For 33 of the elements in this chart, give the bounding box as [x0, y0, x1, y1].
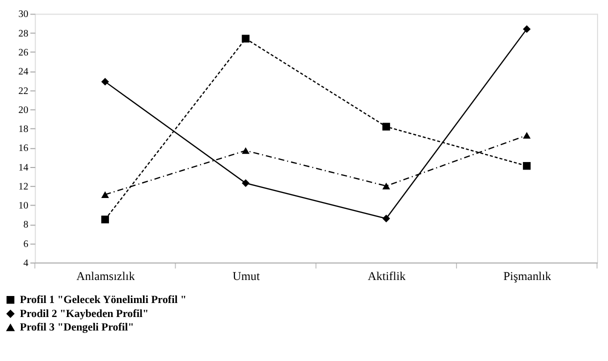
point: [522, 132, 531, 139]
y-tick-label: 28: [18, 28, 28, 40]
y-tick-label: 4: [23, 258, 28, 270]
y-tick-label: 22: [18, 86, 28, 97]
y-tick-label: 24: [18, 66, 28, 78]
y-tick-label: 6: [23, 238, 28, 250]
point: [242, 34, 250, 42]
y-tick-label: 20: [18, 104, 28, 116]
x-tick-label: Aktiflik: [368, 268, 406, 283]
y-tick-label: 18: [18, 124, 28, 136]
x-tick-label: Anlamsızlık: [76, 268, 135, 283]
point: [522, 162, 531, 170]
y-tick-label: 26: [18, 48, 28, 59]
y-tick-label: 16: [18, 143, 28, 154]
x-tick-label: Umut: [232, 268, 260, 283]
y-tick-label: 10: [18, 200, 28, 212]
y-tick-label: 14: [18, 162, 28, 174]
x-tick-label: Pişmanlık: [503, 268, 552, 283]
point: [101, 78, 109, 86]
point: [382, 214, 390, 222]
point: [101, 191, 109, 198]
point: [101, 216, 109, 224]
y-tick-label: 30: [18, 9, 28, 20]
legend-label: Profil 3 "Dengeli Profil": [20, 322, 134, 334]
y-tick-label: 12: [18, 181, 28, 192]
point: [242, 147, 250, 154]
point: [522, 25, 531, 33]
y-tick-label: 8: [23, 220, 28, 231]
point: [382, 182, 390, 190]
point: [242, 179, 250, 187]
point: [382, 122, 390, 131]
legend-label: Profil 1 "Gelecek Yönelimli Profil ": [20, 294, 186, 306]
legend-label: Prodil 2 "Kaybeden Profil": [20, 308, 149, 320]
